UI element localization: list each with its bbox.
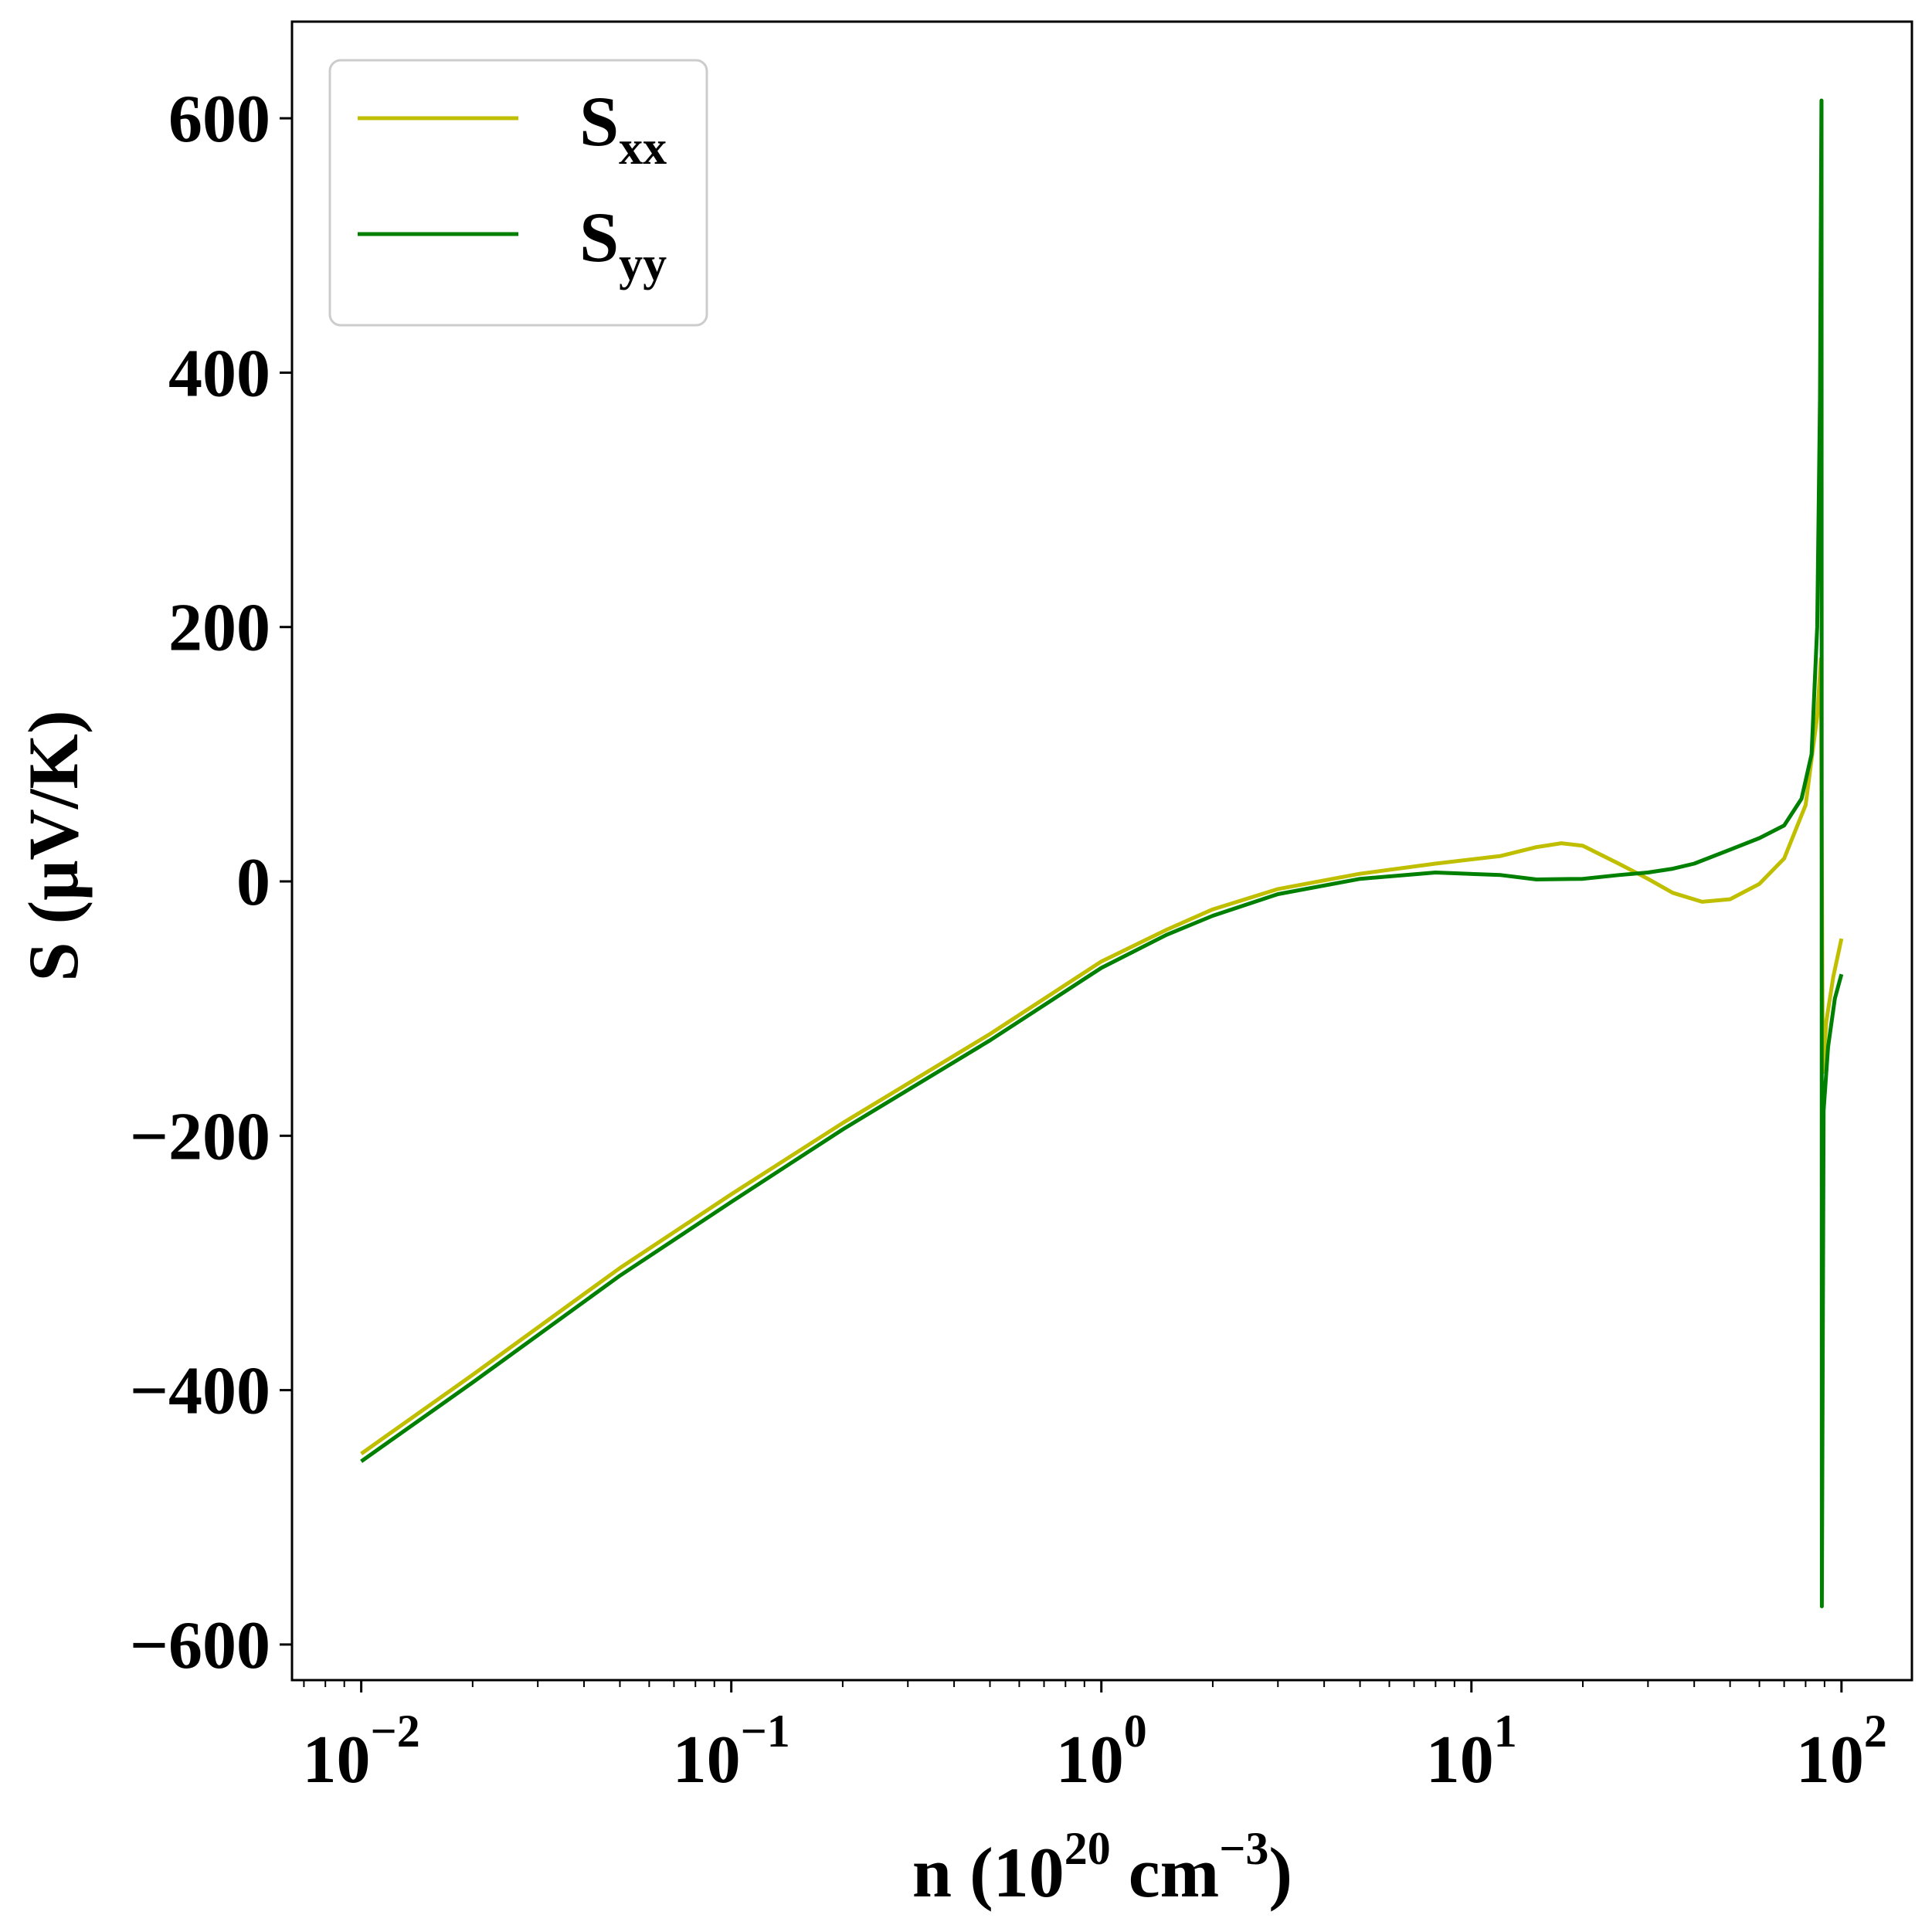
y-tick-label: 200 bbox=[168, 591, 270, 666]
x-axis-label-exp1: 20 bbox=[1064, 1823, 1111, 1874]
y-axis-label: S (μV/K) bbox=[14, 710, 93, 981]
axes-frame bbox=[290, 20, 1913, 1682]
series-layer bbox=[360, 98, 1844, 1608]
legend-box bbox=[328, 59, 708, 327]
x-axis-label-end: ) bbox=[1268, 1833, 1292, 1912]
series-line-syy bbox=[360, 98, 1844, 1608]
x-tick-label: 102 bbox=[1796, 1706, 1887, 1798]
y-tick-label: 0 bbox=[236, 845, 270, 920]
y-tick-label: −600 bbox=[130, 1608, 270, 1683]
x-tick-label: 10−2 bbox=[303, 1706, 420, 1798]
y-axis-ticks: 600 400 200 0 −200 −400 −600 bbox=[130, 82, 292, 1683]
x-tick-label: 101 bbox=[1426, 1706, 1517, 1798]
legend: Sxx Syy bbox=[328, 59, 708, 327]
axes-border bbox=[290, 20, 1913, 1682]
y-tick-label: −200 bbox=[130, 1099, 270, 1174]
y-tick-label: 400 bbox=[168, 336, 270, 411]
legend-label-syy: Syy bbox=[579, 198, 667, 290]
legend-label-sxx: Sxx bbox=[579, 82, 667, 175]
x-tick-label: 10−1 bbox=[673, 1706, 790, 1798]
x-axis-label-exp2: −3 bbox=[1219, 1823, 1268, 1874]
x-axis-label-main: n (10 bbox=[912, 1833, 1064, 1912]
y-tick-label: −400 bbox=[130, 1354, 270, 1429]
x-axis-label: n (1020 cm−3) bbox=[912, 1823, 1292, 1912]
x-tick-label: 100 bbox=[1056, 1706, 1147, 1798]
x-axis-label-mid: cm bbox=[1111, 1833, 1219, 1912]
y-tick-label: 600 bbox=[168, 82, 270, 157]
x-axis-ticks: 10−2 10−1 100 101 102 bbox=[303, 1680, 1887, 1798]
series-line-sxx bbox=[360, 657, 1844, 1455]
